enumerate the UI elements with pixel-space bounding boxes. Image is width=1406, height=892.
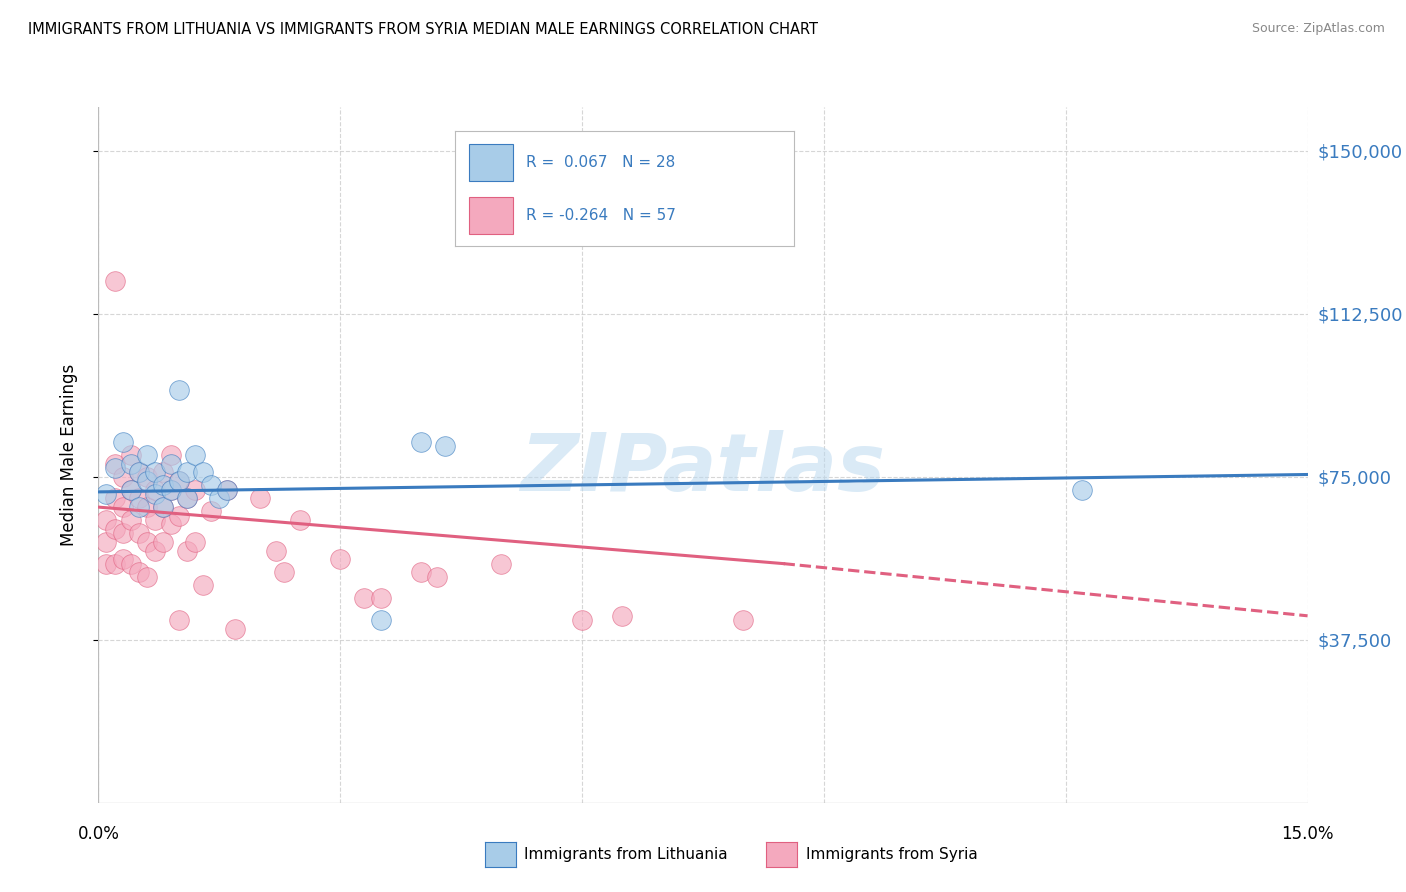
Point bbox=[160, 483, 183, 497]
Point bbox=[249, 491, 271, 506]
Point bbox=[733, 613, 755, 627]
Point bbox=[167, 474, 190, 488]
Point bbox=[264, 543, 287, 558]
Point bbox=[176, 491, 198, 506]
Point bbox=[176, 543, 198, 558]
Point bbox=[200, 478, 222, 492]
Point bbox=[120, 483, 142, 497]
Text: 15.0%: 15.0% bbox=[1281, 825, 1334, 843]
Point bbox=[128, 466, 150, 480]
Point bbox=[370, 591, 392, 606]
Point bbox=[103, 522, 125, 536]
Point bbox=[143, 483, 166, 497]
Point bbox=[135, 469, 157, 483]
Point bbox=[120, 457, 142, 471]
Point bbox=[128, 526, 150, 541]
Point bbox=[96, 557, 118, 571]
Point bbox=[167, 383, 190, 397]
Point bbox=[353, 591, 375, 606]
Point bbox=[120, 448, 142, 462]
Text: 0.0%: 0.0% bbox=[77, 825, 120, 843]
Point bbox=[143, 543, 166, 558]
Point bbox=[135, 474, 157, 488]
Point bbox=[176, 491, 198, 506]
Point bbox=[152, 500, 174, 514]
Point bbox=[193, 466, 215, 480]
Point bbox=[96, 487, 118, 501]
Text: Immigrants from Syria: Immigrants from Syria bbox=[806, 847, 977, 862]
Point bbox=[273, 566, 295, 580]
Point bbox=[128, 566, 150, 580]
Point bbox=[426, 570, 449, 584]
Point bbox=[143, 466, 166, 480]
Point bbox=[111, 552, 134, 566]
Text: ZIPatlas: ZIPatlas bbox=[520, 430, 886, 508]
Point bbox=[135, 535, 157, 549]
Point bbox=[200, 504, 222, 518]
Point bbox=[128, 491, 150, 506]
Point bbox=[103, 457, 125, 471]
Point bbox=[128, 500, 150, 514]
Point bbox=[120, 557, 142, 571]
Point bbox=[120, 483, 142, 497]
Point bbox=[409, 566, 432, 580]
Point bbox=[152, 500, 174, 514]
Point bbox=[103, 557, 125, 571]
Point bbox=[135, 448, 157, 462]
Point bbox=[111, 526, 134, 541]
Text: Immigrants from Lithuania: Immigrants from Lithuania bbox=[524, 847, 728, 862]
Point bbox=[184, 535, 207, 549]
Point bbox=[1070, 483, 1092, 497]
Point bbox=[612, 608, 634, 623]
Point bbox=[135, 500, 157, 514]
Point bbox=[224, 622, 246, 636]
Point bbox=[103, 461, 125, 475]
Point bbox=[120, 513, 142, 527]
Point bbox=[160, 457, 183, 471]
Point bbox=[143, 487, 166, 501]
Point bbox=[111, 469, 134, 483]
Point bbox=[135, 570, 157, 584]
Point bbox=[152, 466, 174, 480]
Point bbox=[96, 513, 118, 527]
Point bbox=[370, 613, 392, 627]
Point bbox=[96, 535, 118, 549]
Point bbox=[167, 613, 190, 627]
Point bbox=[217, 483, 239, 497]
Point bbox=[434, 439, 457, 453]
Point bbox=[217, 483, 239, 497]
Point bbox=[152, 535, 174, 549]
Point bbox=[491, 557, 513, 571]
Point bbox=[167, 474, 190, 488]
Point bbox=[128, 466, 150, 480]
Point bbox=[329, 552, 352, 566]
Y-axis label: Median Male Earnings: Median Male Earnings bbox=[59, 364, 77, 546]
Point bbox=[160, 483, 183, 497]
Point bbox=[160, 448, 183, 462]
Text: IMMIGRANTS FROM LITHUANIA VS IMMIGRANTS FROM SYRIA MEDIAN MALE EARNINGS CORRELAT: IMMIGRANTS FROM LITHUANIA VS IMMIGRANTS … bbox=[28, 22, 818, 37]
Point bbox=[160, 517, 183, 532]
Point bbox=[409, 434, 432, 449]
Point bbox=[167, 508, 190, 523]
Point bbox=[193, 578, 215, 592]
Point bbox=[288, 513, 311, 527]
Point bbox=[184, 483, 207, 497]
Point bbox=[208, 491, 231, 506]
Point bbox=[111, 434, 134, 449]
Point bbox=[103, 491, 125, 506]
Point bbox=[111, 500, 134, 514]
Text: Source: ZipAtlas.com: Source: ZipAtlas.com bbox=[1251, 22, 1385, 36]
Point bbox=[103, 274, 125, 288]
Point bbox=[152, 478, 174, 492]
Point bbox=[143, 513, 166, 527]
Point bbox=[184, 448, 207, 462]
Point bbox=[571, 613, 593, 627]
Point bbox=[176, 466, 198, 480]
